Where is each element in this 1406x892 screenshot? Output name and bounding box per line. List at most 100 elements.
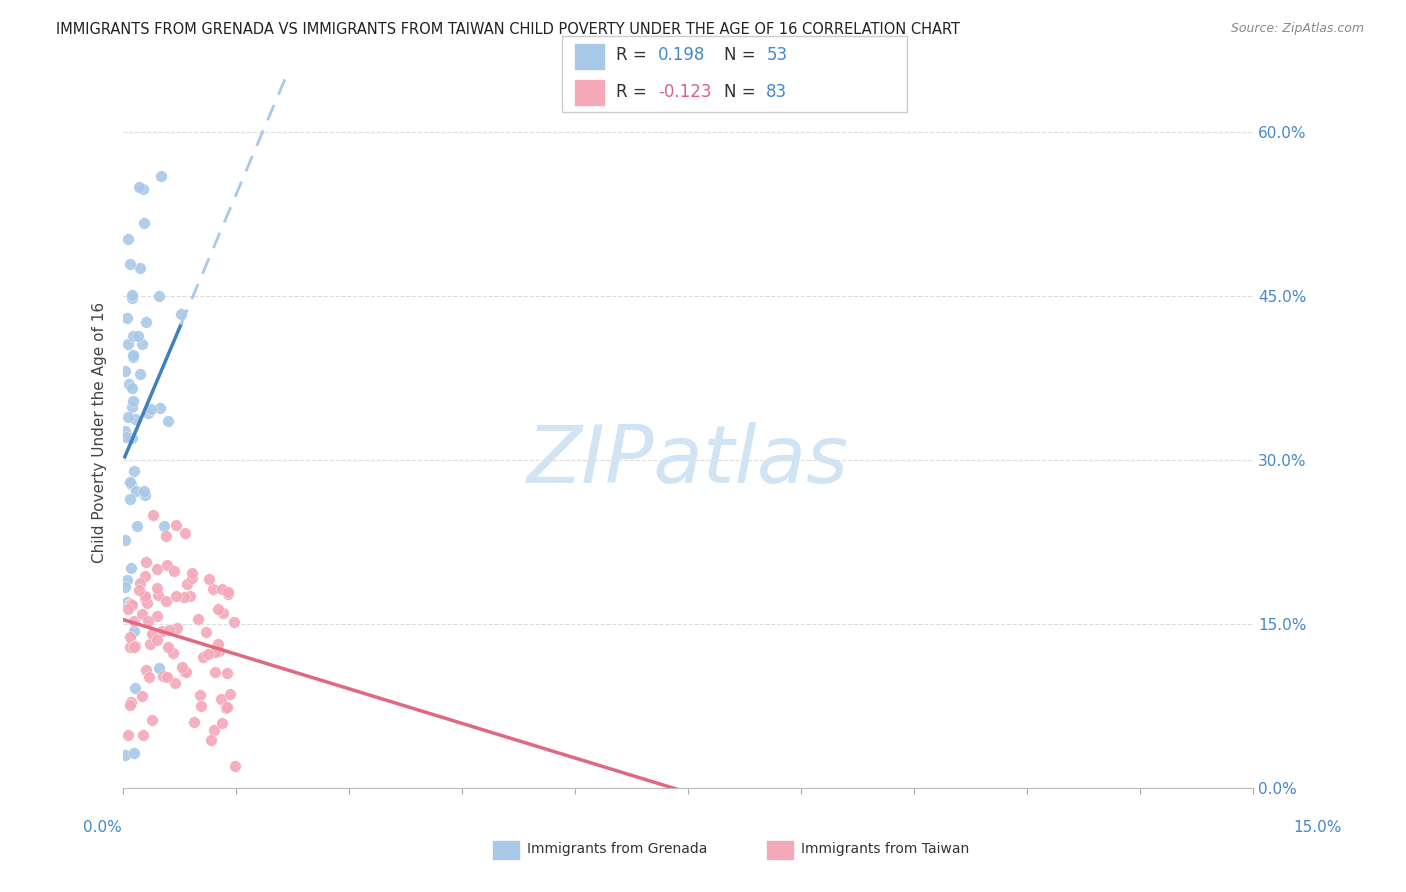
Point xyxy=(138,637,160,651)
Point xyxy=(124,411,146,425)
Point xyxy=(122,624,145,638)
Point xyxy=(146,608,169,623)
Point xyxy=(211,582,233,596)
Text: R =: R = xyxy=(616,46,652,64)
Point xyxy=(134,591,156,606)
Point xyxy=(117,337,139,351)
Point xyxy=(120,477,142,491)
Text: R =: R = xyxy=(616,83,652,101)
Point xyxy=(211,715,233,730)
Text: N =: N = xyxy=(724,83,761,101)
Point xyxy=(157,640,180,655)
Point xyxy=(170,307,193,321)
Point xyxy=(121,291,143,305)
Point xyxy=(174,665,197,680)
Point xyxy=(141,713,163,727)
Point xyxy=(114,364,136,378)
Point xyxy=(115,573,138,587)
Point xyxy=(148,401,170,416)
Point xyxy=(132,483,155,498)
Point xyxy=(211,607,233,621)
Point xyxy=(217,587,239,601)
Point xyxy=(157,414,180,428)
Point xyxy=(170,660,193,674)
Point xyxy=(148,289,170,303)
Text: 0.198: 0.198 xyxy=(658,46,706,64)
Point xyxy=(121,431,143,445)
Text: 15.0%: 15.0% xyxy=(1294,821,1341,835)
Point xyxy=(129,575,152,590)
Point xyxy=(141,627,163,641)
Point xyxy=(181,566,204,581)
Point xyxy=(179,590,201,604)
Point xyxy=(208,644,231,658)
Point xyxy=(136,406,159,420)
Point xyxy=(190,699,212,714)
Point xyxy=(202,723,225,737)
Point xyxy=(114,580,136,594)
Point xyxy=(165,518,187,533)
Point xyxy=(132,728,155,742)
Point xyxy=(176,577,198,591)
Point xyxy=(127,519,149,533)
Point xyxy=(174,525,197,540)
Point xyxy=(217,699,239,714)
Point xyxy=(118,698,141,712)
Point xyxy=(128,582,150,597)
Point xyxy=(148,660,170,674)
Point xyxy=(121,599,143,613)
Point xyxy=(117,728,139,742)
Point xyxy=(121,381,143,395)
Point xyxy=(152,669,174,683)
Point xyxy=(120,597,142,611)
Point xyxy=(120,695,142,709)
Point xyxy=(131,336,153,351)
Point xyxy=(120,630,142,644)
Y-axis label: Child Poverty Under the Age of 16: Child Poverty Under the Age of 16 xyxy=(93,302,107,563)
Point xyxy=(215,665,238,680)
Point xyxy=(131,607,153,621)
Point xyxy=(222,615,245,629)
Point xyxy=(198,572,221,586)
Point xyxy=(135,663,157,677)
Point xyxy=(166,622,188,636)
Text: 0.0%: 0.0% xyxy=(83,821,122,835)
Point xyxy=(117,232,139,246)
Text: Source: ZipAtlas.com: Source: ZipAtlas.com xyxy=(1230,22,1364,36)
Point xyxy=(197,648,219,662)
Point xyxy=(136,614,159,628)
Point xyxy=(122,350,145,364)
Point xyxy=(173,590,195,604)
Point xyxy=(138,670,160,684)
Point xyxy=(155,528,177,542)
Point xyxy=(134,217,156,231)
Point xyxy=(224,759,246,773)
Point xyxy=(117,595,139,609)
Point xyxy=(114,533,136,547)
Point xyxy=(146,588,169,602)
Point xyxy=(146,562,169,576)
Text: ZIPatlas: ZIPatlas xyxy=(527,422,849,500)
Point xyxy=(131,690,153,704)
Point xyxy=(209,692,232,706)
Point xyxy=(201,582,224,596)
Point xyxy=(118,377,141,392)
Point xyxy=(187,612,209,626)
Point xyxy=(193,650,215,665)
Point xyxy=(117,602,139,616)
Point xyxy=(207,637,229,651)
Point xyxy=(114,747,136,762)
Point xyxy=(124,639,146,653)
Point xyxy=(122,464,145,478)
Point xyxy=(117,409,139,424)
Text: Immigrants from Taiwan: Immigrants from Taiwan xyxy=(801,842,970,856)
Point xyxy=(121,329,143,343)
Text: -0.123: -0.123 xyxy=(658,83,711,101)
Point xyxy=(194,624,217,639)
Point xyxy=(217,585,239,599)
Point xyxy=(120,597,142,611)
Text: 53: 53 xyxy=(766,46,787,64)
Point xyxy=(142,508,165,522)
Point xyxy=(125,484,148,499)
Point xyxy=(127,329,149,343)
